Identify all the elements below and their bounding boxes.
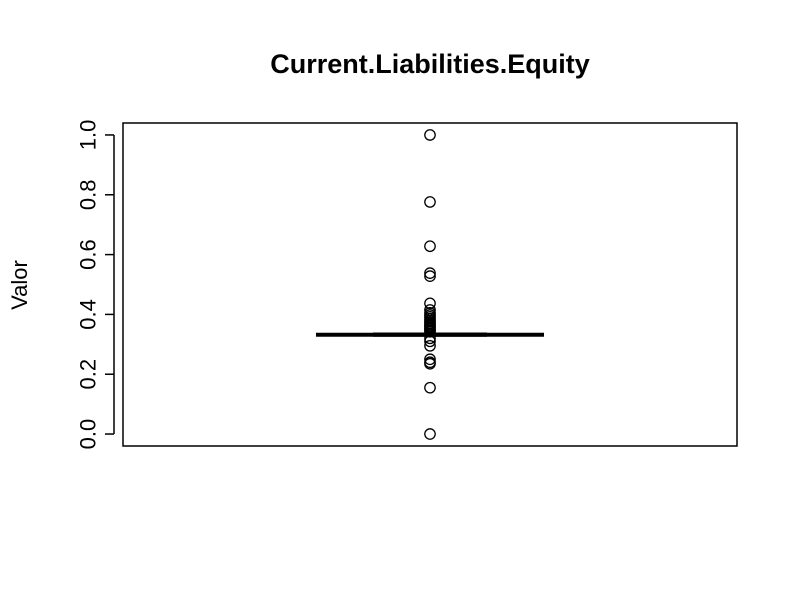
outlier-point [424,332,436,345]
outlier-point [424,129,436,141]
outlier-point [424,267,436,279]
outlier-point [424,339,436,352]
chart-title: Current.Liabilities.Equity [270,49,590,79]
y-tick-label: 0.4 [76,299,101,330]
y-tick-label: 0.8 [76,179,101,210]
outlier-point [424,428,436,440]
outlier-point [424,297,436,310]
y-tick-label: 1.0 [76,120,101,151]
outlier-point [424,381,436,394]
y-axis-label: Valor [7,260,32,310]
outlier-point [424,325,436,338]
outlier-point [424,357,436,370]
y-axis: 0.0 0.2 0.4 0.6 0.8 1.0 [76,120,115,450]
y-tick-label: 0.2 [76,359,101,390]
y-tick-label: 0.0 [76,419,101,450]
y-tick-label: 0.6 [76,239,101,270]
outlier-point [424,270,436,282]
outlier-point [424,353,436,366]
plot-frame [122,122,738,447]
outlier-point [424,196,436,208]
outlier-point [424,240,436,253]
outlier-point [424,335,436,348]
outliers [424,129,436,440]
